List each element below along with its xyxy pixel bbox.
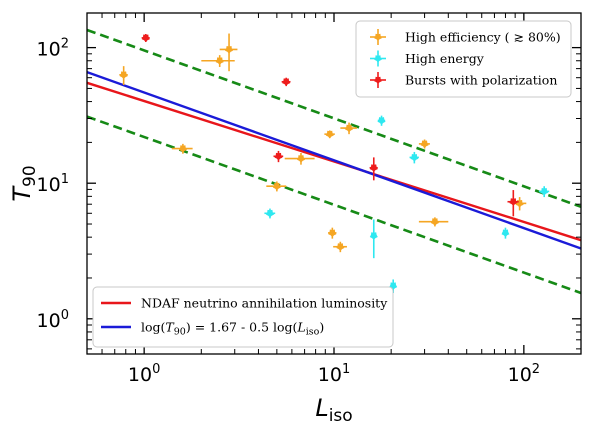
legend-entry-label: High energy (405, 51, 485, 66)
point-marker (141, 34, 150, 43)
data-point-s1-0 (264, 208, 276, 219)
legend-bottom-box (92, 286, 394, 348)
fit-line-1 (87, 70, 581, 250)
axis-ticks-layer: 100 101 102 100 101 102 (37, 13, 581, 386)
data-point-s2-2 (273, 150, 284, 163)
data-points-layer (119, 33, 550, 293)
point-marker (336, 243, 345, 251)
point-marker (225, 46, 233, 54)
point-marker (345, 124, 353, 133)
fit-line-2 (87, 28, 581, 209)
data-point-s2-0 (141, 34, 150, 43)
y-tick-label: 101 (37, 172, 69, 196)
data-point-s0-0 (119, 66, 128, 85)
point-marker (178, 145, 187, 153)
point-marker (328, 229, 337, 238)
point-marker (430, 218, 439, 226)
legend-entry-label: Bursts with polarization (405, 73, 557, 88)
data-point-s0-8 (328, 227, 337, 239)
data-point-s0-10 (418, 139, 430, 149)
point-marker (509, 198, 518, 206)
y-tick-label: 102 (37, 37, 69, 61)
point-marker (266, 209, 274, 218)
data-point-s1-1 (369, 219, 378, 259)
point-marker (274, 152, 283, 161)
data-point-s0-2 (219, 33, 238, 72)
point-marker (119, 71, 128, 79)
legend-entry-label: NDAF neutrino annihilation luminosity (141, 296, 388, 311)
point-marker (325, 130, 334, 139)
point-marker (282, 78, 291, 86)
y-axis-label: T90 (8, 165, 40, 201)
point-marker (215, 57, 224, 65)
point-marker (377, 117, 386, 125)
legend-top-box (355, 20, 572, 98)
data-point-s1-5 (501, 227, 510, 239)
data-point-s0-11 (418, 217, 449, 227)
data-point-s0-7 (340, 122, 357, 135)
point-marker (272, 182, 281, 191)
point-marker (297, 155, 305, 163)
chart-lines-layer (87, 28, 581, 295)
x-tick-label: 100 (128, 362, 160, 386)
x-tick-label: 101 (318, 362, 350, 386)
point-marker (420, 140, 429, 149)
data-point-s2-3 (369, 157, 378, 181)
point-marker (540, 188, 549, 196)
legend-entry-label: log(T90) = 1.67 - 0.5 log(Liso) (141, 320, 324, 338)
data-point-s0-5 (284, 153, 315, 165)
data-point-s2-4 (507, 190, 519, 217)
data-point-s0-3 (171, 143, 193, 154)
legend-entry-label: High efficiency ( ≳ 80%) (405, 30, 561, 45)
data-point-s2-1 (281, 77, 291, 87)
data-point-s0-9 (333, 241, 347, 253)
legend-bottom-left: NDAF neutrino annihilation luminosity log… (92, 286, 394, 348)
point-marker (369, 232, 378, 240)
fit-line-3 (87, 115, 581, 295)
x-tick-label: 102 (508, 362, 540, 386)
data-point-s0-6 (324, 130, 335, 139)
point-marker (501, 229, 510, 238)
legend-marker-star (374, 55, 382, 63)
legend-marker-star (374, 76, 382, 84)
point-marker (369, 164, 378, 172)
data-point-s1-6 (538, 186, 550, 198)
data-point-s1-4 (409, 151, 419, 164)
point-marker (389, 282, 398, 290)
point-marker (410, 154, 419, 162)
data-point-s1-2 (377, 115, 386, 126)
y-tick-label: 100 (37, 308, 69, 332)
legend-marker-star (374, 33, 382, 41)
legend-top-right: High efficiency ( ≳ 80%) High energy Burst… (355, 20, 572, 98)
data-point-s0-4 (266, 181, 287, 192)
x-axis-label: Liso (315, 394, 352, 426)
